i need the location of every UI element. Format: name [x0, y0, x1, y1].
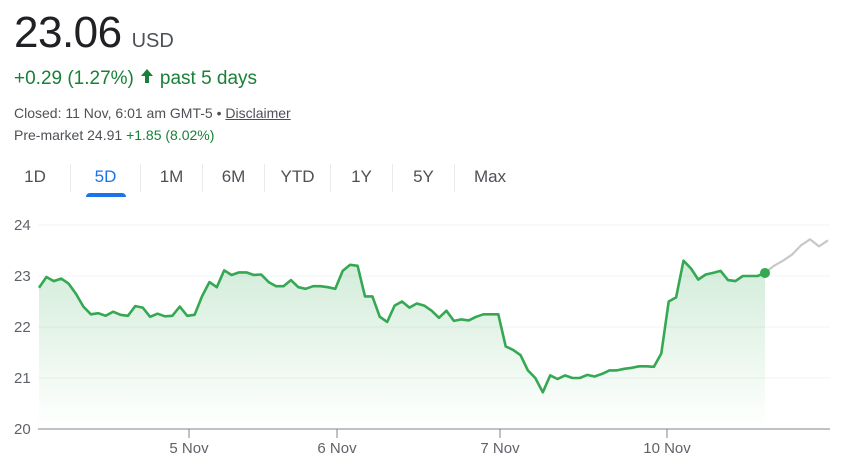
separator-dot: • [216, 105, 222, 121]
arrow-up-icon [140, 68, 154, 90]
tab-divider [392, 164, 393, 192]
tab-5d[interactable]: 5D [71, 160, 140, 196]
tab-divider [140, 164, 141, 192]
tab-1y[interactable]: 1Y [351, 167, 372, 186]
tab-1d[interactable]: 1D [24, 167, 46, 186]
price-area-fill [39, 260, 765, 429]
price-change-row: +0.29 (1.27%) past 5 days [14, 68, 257, 90]
tab-ytd[interactable]: YTD [280, 167, 315, 186]
x-tick-label: 7 Nov [480, 440, 520, 457]
tab-divider [264, 164, 265, 192]
y-tick-label: 22 [14, 319, 31, 336]
currency-label: USD [131, 30, 174, 52]
tab-max[interactable]: Max [473, 167, 507, 186]
premarket-info: Pre-market 24.91 +1.85 (8.02%) [14, 127, 214, 143]
current-price-marker [760, 267, 770, 278]
premarket-change: +1.85 (8.02%) [126, 127, 215, 143]
y-tick-label: 24 [14, 217, 31, 234]
price-change: +0.29 (1.27%) [14, 68, 134, 89]
y-tick-label: 23 [14, 268, 31, 285]
y-axis-labels: 24 23 22 21 20 [14, 217, 31, 438]
x-tick-label: 6 Nov [317, 440, 357, 457]
x-tick-label: 5 Nov [169, 440, 209, 457]
x-tick-label: 10 Nov [643, 440, 691, 457]
y-tick-label: 20 [14, 421, 31, 438]
tab-1m[interactable]: 1M [159, 167, 184, 186]
premarket-line [764, 238, 829, 274]
price-header: 23.06 USD [14, 8, 174, 58]
tab-divider [202, 164, 203, 192]
y-tick-label: 21 [14, 370, 31, 387]
change-period: past 5 days [159, 68, 258, 89]
range-tabs: 1D 5D 1M 6M YTD 1Y 5Y Max [0, 160, 525, 196]
x-axis-labels: 5 Nov 6 Nov 7 Nov 10 Nov [169, 429, 691, 457]
closed-info: Closed: 11 Nov, 6:01 am GMT-5 • Disclaim… [14, 105, 291, 121]
price-line [37, 259, 766, 394]
current-price: 23.06 [14, 8, 122, 57]
tab-divider [330, 164, 331, 192]
tab-divider [454, 164, 455, 192]
disclaimer-link[interactable]: Disclaimer [225, 105, 291, 121]
closed-text: Closed: 11 Nov, 6:01 am GMT-5 [14, 105, 213, 121]
premarket-price: Pre-market 24.91 [14, 127, 123, 143]
tab-6m[interactable]: 6M [221, 167, 246, 186]
tab-5y[interactable]: 5Y [413, 167, 434, 186]
